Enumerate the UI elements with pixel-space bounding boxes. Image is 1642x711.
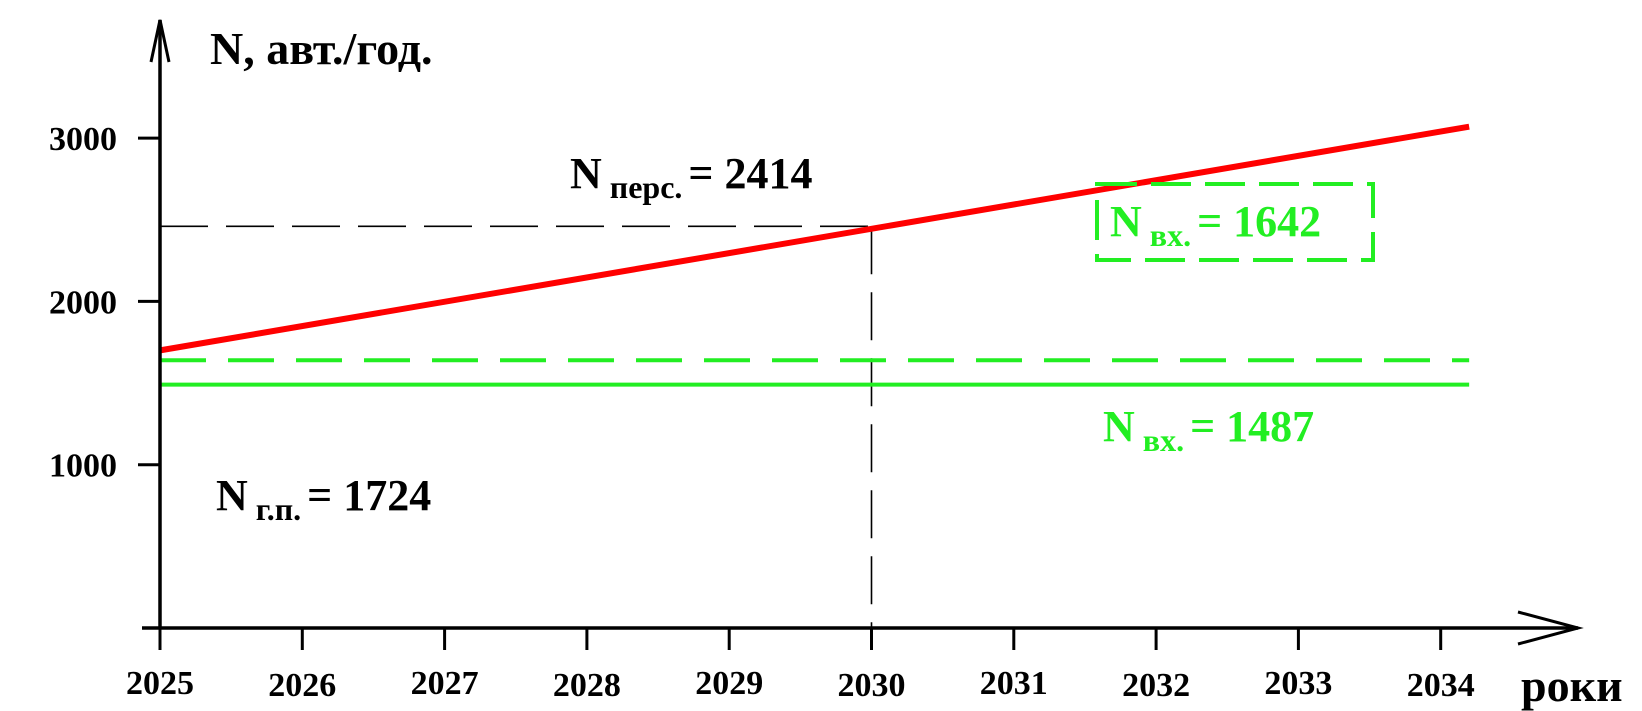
annotation-n-pers-n: N (570, 149, 602, 198)
x-tick-label: 2025 (126, 665, 194, 702)
y-axis-title: N, авт./год. (210, 23, 433, 74)
series-line-1 (159, 123, 1470, 354)
annotation-n-vx-boxed-value: = 1642 (1197, 197, 1321, 246)
x-axis-title: роки (1521, 660, 1623, 711)
annotation-n-pers-value: = 2414 (688, 149, 812, 198)
annotation-n-gp-sub: г.п. (256, 491, 301, 527)
annotation-n-pers-sub: перс. (610, 169, 683, 205)
x-tick-label: 2030 (838, 667, 906, 704)
annotation-box (1095, 182, 1375, 262)
annotation-n-vx-boxed-sub: вх. (1150, 217, 1191, 253)
annotation-n-vx-value: = 1487 (1190, 402, 1314, 451)
annotation-n-vx-n: N (1103, 402, 1135, 451)
x-tick-label: 2026 (268, 667, 336, 704)
annotation-n-vx-boxed-n: N (1110, 197, 1142, 246)
axes: N, авт./год. роки (142, 19, 1623, 711)
x-tick-label: 2029 (695, 665, 763, 702)
x-tick-label: 2027 (411, 665, 479, 702)
ticks: 2025 2026 2027 2028 2029 2030 2031 2032 2033 2034… (49, 121, 1475, 704)
x-tick-label: 2028 (553, 667, 621, 704)
series-layer (159, 123, 1470, 387)
x-tick-label: 2034 (1407, 667, 1475, 704)
x-axis-arrow (1517, 610, 1584, 646)
x-tick-label: 2032 (1122, 667, 1190, 704)
y-tick-label: 1000 (49, 448, 117, 485)
annotation-n-gp-value: = 1724 (307, 471, 431, 520)
x-tick-label: 2033 (1264, 665, 1332, 702)
y-tick-label: 3000 (49, 121, 117, 158)
y-tick-label: 2000 (49, 284, 117, 321)
reference-lines (160, 225, 873, 628)
annotation-n-gp-n: N (216, 471, 248, 520)
annotation-n-vx-sub: вх. (1143, 422, 1184, 458)
x-tick-label: 2031 (980, 665, 1048, 702)
y-axis-arrow (149, 19, 171, 63)
